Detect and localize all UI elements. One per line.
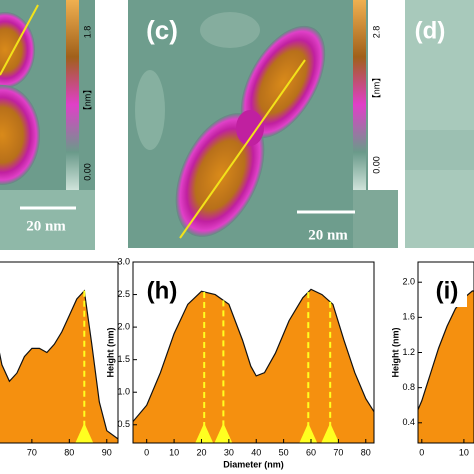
panel-label: (d)	[415, 17, 446, 44]
x-tick-label: 0	[419, 447, 424, 457]
y-tick-label: 1.5	[117, 354, 130, 364]
x-tick-label: 10	[169, 447, 179, 457]
colorbar-max: 1.8	[82, 26, 92, 39]
colorbar-min: 0.00	[371, 156, 381, 174]
title-box	[427, 275, 467, 307]
y-tick-label: 1.2	[402, 347, 415, 357]
x-tick-label: 80	[64, 447, 74, 457]
charts: 60708090010203040506070800.51.01.52.02.5…	[0, 256, 474, 469]
title-box	[142, 275, 182, 307]
plot-frame	[132, 261, 375, 444]
panel-label: (c)	[146, 15, 178, 45]
profile-line	[418, 290, 474, 410]
area	[133, 289, 374, 443]
x-tick-label: 10	[459, 447, 469, 457]
marker-triangle	[195, 423, 214, 443]
y-axis-label: Height (nm)	[390, 328, 400, 378]
colorbar-max: 2.8	[371, 26, 381, 39]
x-tick-label: 80	[361, 447, 371, 457]
plot	[0, 289, 118, 443]
y-tick-label: 3.0	[117, 256, 130, 266]
marker-triangle	[75, 423, 94, 443]
plot	[133, 288, 374, 443]
scale-bar-label: 20 nm	[26, 218, 66, 234]
panel-title: (i)	[436, 277, 459, 304]
x-tick-label: 70	[333, 447, 343, 457]
y-tick-label: 1.0	[117, 387, 130, 397]
profile-line	[133, 288, 374, 422]
area	[418, 291, 474, 443]
x-tick-label: 60	[306, 447, 316, 457]
panel-title: (h)	[147, 277, 178, 304]
x-tick-label: 30	[224, 447, 234, 457]
scale-bar-label: 20 nm	[308, 227, 348, 243]
y-tick-label: 2.0	[117, 321, 130, 331]
y-tick-label: 0.5	[117, 419, 130, 429]
x-axis-label: Diameter (nm)	[223, 459, 284, 469]
y-tick-label: 2.0	[402, 277, 415, 287]
profile-line	[0, 289, 118, 440]
marker-triangle	[321, 423, 340, 443]
marker-triangle	[299, 423, 318, 443]
afm-image	[405, 0, 474, 248]
y-tick-label: 1.6	[402, 312, 415, 322]
y-axis-label: Height (nm)	[105, 328, 115, 378]
afm-image	[128, 0, 398, 248]
x-tick-label: 0	[144, 447, 149, 457]
marker-triangle	[214, 423, 233, 443]
x-tick-label: 70	[27, 447, 37, 457]
x-tick-label: 20	[196, 447, 206, 457]
x-tick-label: 40	[251, 447, 261, 457]
y-tick-label: 0.4	[402, 417, 415, 427]
colorbar-min: 0.00	[82, 163, 92, 181]
y-tick-label: 0.8	[402, 382, 415, 392]
y-tick-label: 2.5	[117, 289, 130, 299]
plot-frame	[0, 261, 119, 444]
afm-image	[0, 0, 95, 250]
colorbar-unit: 【nm】	[82, 85, 92, 116]
x-tick-label: 90	[102, 447, 112, 457]
area	[0, 290, 118, 443]
colorbar-unit: 【nm】	[371, 73, 381, 104]
plot	[418, 290, 474, 443]
x-tick-label: 50	[279, 447, 289, 457]
afm-texture	[405, 130, 474, 170]
